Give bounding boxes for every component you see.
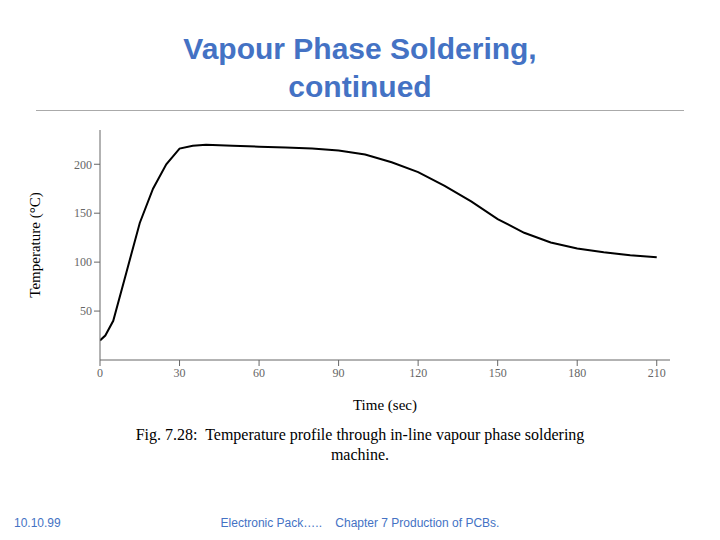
svg-text:Time (sec): Time (sec): [353, 397, 417, 414]
svg-text:180: 180: [568, 366, 586, 380]
svg-text:Temperature (°C): Temperature (°C): [27, 192, 44, 297]
html-text:10.10.99: 10.10.99: [14, 516, 61, 530]
svg-text:0: 0: [97, 366, 103, 380]
svg-text:90: 90: [333, 366, 345, 380]
svg-text:150: 150: [74, 206, 92, 220]
svg-text:50: 50: [80, 304, 92, 318]
svg-text:60: 60: [253, 366, 265, 380]
html-text:machine.: machine.: [330, 446, 390, 463]
svg-text:210: 210: [648, 366, 666, 380]
svg-text:150: 150: [489, 366, 507, 380]
html-text:continued: continued: [288, 70, 432, 103]
html-text:Electronic Pack….. Chapter 7 P: Electronic Pack….. Chapter 7 Production …: [220, 516, 500, 530]
svg-text:100: 100: [74, 255, 92, 269]
svg-text:30: 30: [174, 366, 186, 380]
html-text:Fig. 7.28: Temperature profile: Fig. 7.28: Temperature profile through i…: [135, 426, 585, 443]
html-text:Vapour Phase Soldering,: Vapour Phase Soldering,: [183, 32, 537, 65]
svg-text:200: 200: [74, 158, 92, 172]
svg-text:120: 120: [409, 366, 427, 380]
